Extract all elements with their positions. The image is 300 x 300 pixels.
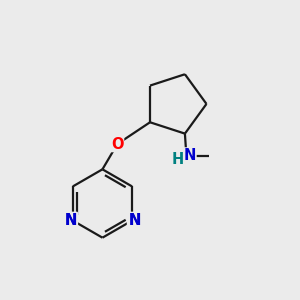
Text: N: N: [64, 213, 77, 228]
Text: O: O: [111, 136, 124, 152]
Text: N: N: [128, 213, 141, 228]
Text: N: N: [183, 148, 196, 164]
Text: N: N: [64, 213, 77, 228]
Text: N: N: [64, 213, 77, 228]
Text: H: H: [172, 152, 184, 167]
Text: N: N: [128, 213, 141, 228]
Text: N: N: [128, 213, 141, 228]
